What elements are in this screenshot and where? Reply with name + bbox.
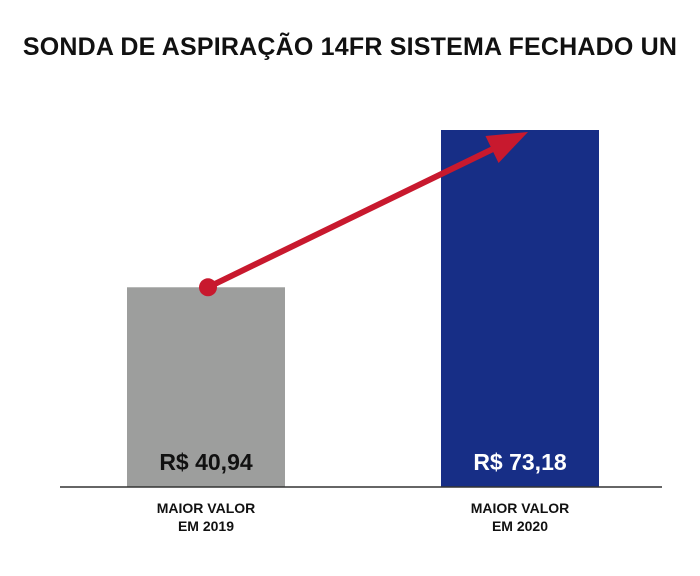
category-label-1-line-0: MAIOR VALOR [471, 500, 570, 516]
bar-value-label-0: R$ 40,94 [159, 449, 253, 475]
bar-0 [127, 287, 285, 487]
trend-arrow-origin-dot [199, 278, 217, 297]
bar-1 [441, 130, 599, 487]
trend-arrow-shaft [206, 145, 497, 290]
category-label-0-line-0: MAIOR VALOR [157, 500, 256, 516]
bar-value-label-1: R$ 73,18 [473, 449, 567, 475]
category-label-1-line-1: EM 2020 [492, 518, 548, 534]
chart-title: SONDA DE ASPIRAÇÃO 14FR SISTEMA FECHADO … [22, 33, 678, 61]
category-label-0-line-1: EM 2019 [178, 518, 234, 534]
trend-arrow-head [485, 132, 528, 163]
